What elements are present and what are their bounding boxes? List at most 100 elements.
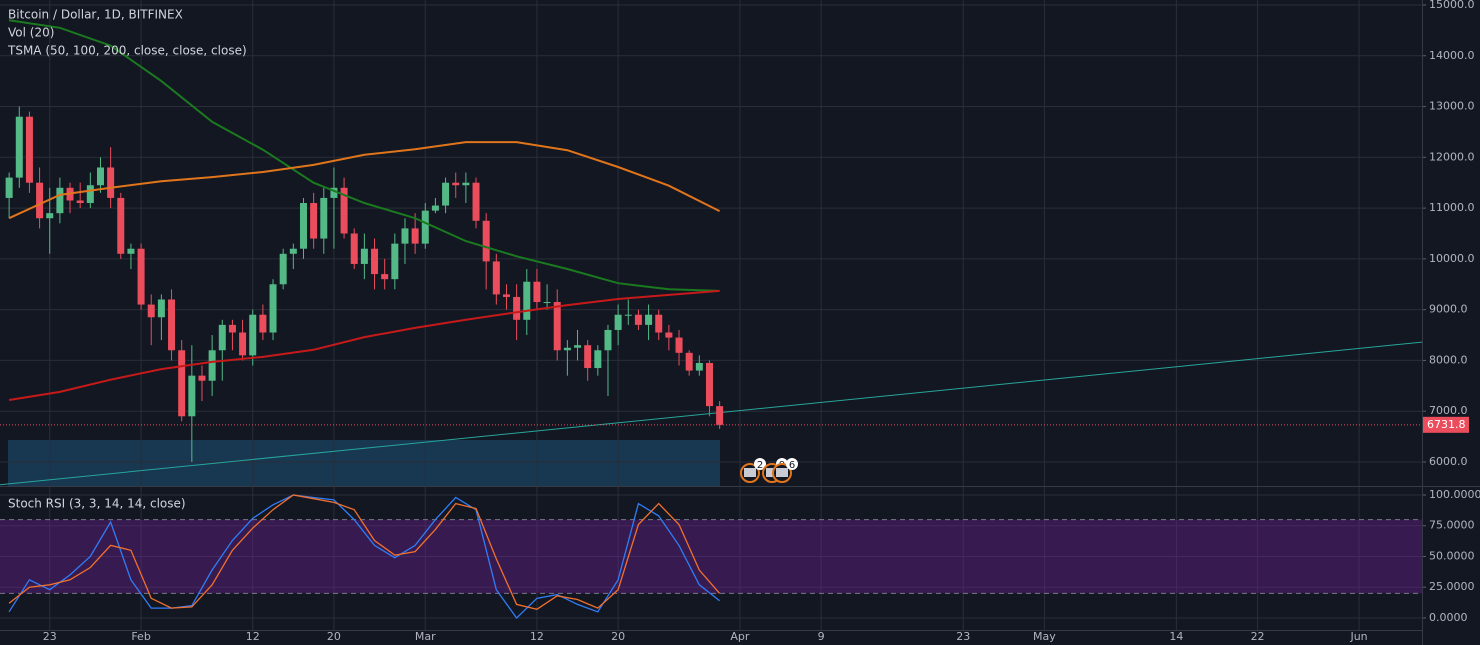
candle-body (391, 243, 399, 280)
candle-body (431, 205, 439, 211)
x-tick-label: 12 (530, 630, 544, 643)
candle-body (665, 332, 673, 338)
y-tick-label: 75.0000 (1429, 519, 1475, 532)
candle-body (218, 324, 226, 351)
candle-body (716, 406, 724, 425)
candle-body (634, 314, 642, 325)
candle-body (421, 210, 429, 244)
y-tick-label: 25.0000 (1429, 580, 1475, 593)
x-tick-label: 20 (611, 630, 625, 643)
x-tick-label: 23 (956, 630, 970, 643)
candle-body (492, 261, 500, 295)
candle-body (472, 182, 480, 221)
y-tick-label: 0.0000 (1429, 611, 1468, 624)
plot-layer: 296 (0, 0, 1426, 630)
x-tick-label: 9 (818, 630, 825, 643)
candle-body (56, 187, 64, 214)
event-count: 2 (757, 460, 763, 471)
trend-line (0, 341, 1423, 486)
candle-body (15, 116, 23, 178)
candle-body (675, 337, 683, 353)
candle-body (157, 299, 165, 318)
y-tick-label: 6000.0 (1429, 455, 1468, 468)
y-tick-label: 8000.0 (1429, 353, 1468, 366)
stoch-title: Stoch RSI (3, 3, 14, 14, close) (8, 497, 186, 511)
candle-body (46, 213, 54, 219)
candle-body (320, 197, 328, 239)
event-flag (744, 468, 756, 477)
event-flag (776, 468, 788, 477)
last-price-label: 6731.8 (1427, 418, 1466, 431)
x-tick-label: 12 (246, 630, 260, 643)
candle-body (299, 203, 307, 249)
candle-body (452, 182, 460, 186)
y-tick-label: 100.0000 (1429, 488, 1480, 501)
last-price-box (1423, 416, 1469, 433)
moving-average (8, 289, 720, 401)
candle-body (147, 304, 155, 318)
candle-body (107, 167, 115, 198)
candle-body (188, 375, 196, 417)
candle-body (645, 314, 653, 325)
x-tick-label: 22 (1251, 630, 1265, 643)
candle-body (198, 375, 206, 381)
y-tick-label: 50.0000 (1429, 549, 1475, 562)
candle-body (360, 248, 368, 264)
candle-body (228, 324, 236, 333)
candle-body (594, 350, 602, 369)
candle-body (279, 253, 287, 285)
indicator-label: TSMA (50, 100, 200, close, close, close) (7, 44, 247, 58)
candle-body (289, 248, 297, 254)
candle-body (269, 284, 277, 333)
candle-body (685, 352, 693, 371)
candle-body (604, 329, 612, 351)
candle-body (543, 302, 551, 304)
moving-average (8, 141, 721, 220)
candle-body (178, 350, 186, 417)
candle-body (502, 294, 510, 297)
event-flag (766, 468, 778, 477)
candle-body (695, 362, 703, 371)
y-tick-label: 7000.0 (1429, 404, 1468, 417)
event-count: 6 (789, 460, 795, 471)
candle-body (655, 314, 663, 333)
candle-body (371, 248, 379, 275)
y-tick-label: 10000.0 (1429, 252, 1475, 265)
candle-body (5, 177, 13, 198)
y-tick-label: 15000.0 (1429, 0, 1475, 11)
x-tick-label: May (1033, 630, 1056, 643)
candle-body (239, 332, 247, 356)
candle-body (36, 182, 44, 219)
y-tick-label: 13000.0 (1429, 100, 1475, 113)
x-tick-label: 23 (43, 630, 57, 643)
candle-body (310, 203, 318, 239)
y-tick-label: 14000.0 (1429, 49, 1475, 62)
x-tick-label: 14 (1169, 630, 1183, 643)
candle-body (442, 182, 450, 206)
indicator-label: Vol (20) (8, 26, 54, 40)
event-badge (754, 458, 766, 470)
candle-body (330, 187, 338, 198)
x-tick-label: 20 (327, 630, 341, 643)
candle-body (411, 228, 419, 244)
candle-body (86, 185, 94, 204)
candle-body (462, 182, 470, 186)
y-tick-label: 12000.0 (1429, 150, 1475, 163)
candle-body (117, 197, 125, 254)
y-tick-label: 11000.0 (1429, 201, 1475, 214)
candle-body (563, 347, 571, 351)
candle-body (533, 281, 541, 303)
band-fill (0, 519, 1422, 594)
candle-body (137, 248, 145, 305)
candle-body (259, 314, 267, 333)
moving-average (8, 19, 720, 292)
candle-body (76, 200, 84, 204)
candle-body (381, 274, 389, 280)
candle-body (401, 228, 409, 244)
candle-body (705, 362, 713, 407)
candle-body (624, 314, 632, 316)
x-tick-label: Jun (1349, 630, 1367, 643)
candle-body (482, 220, 490, 262)
candle-body (249, 314, 257, 356)
